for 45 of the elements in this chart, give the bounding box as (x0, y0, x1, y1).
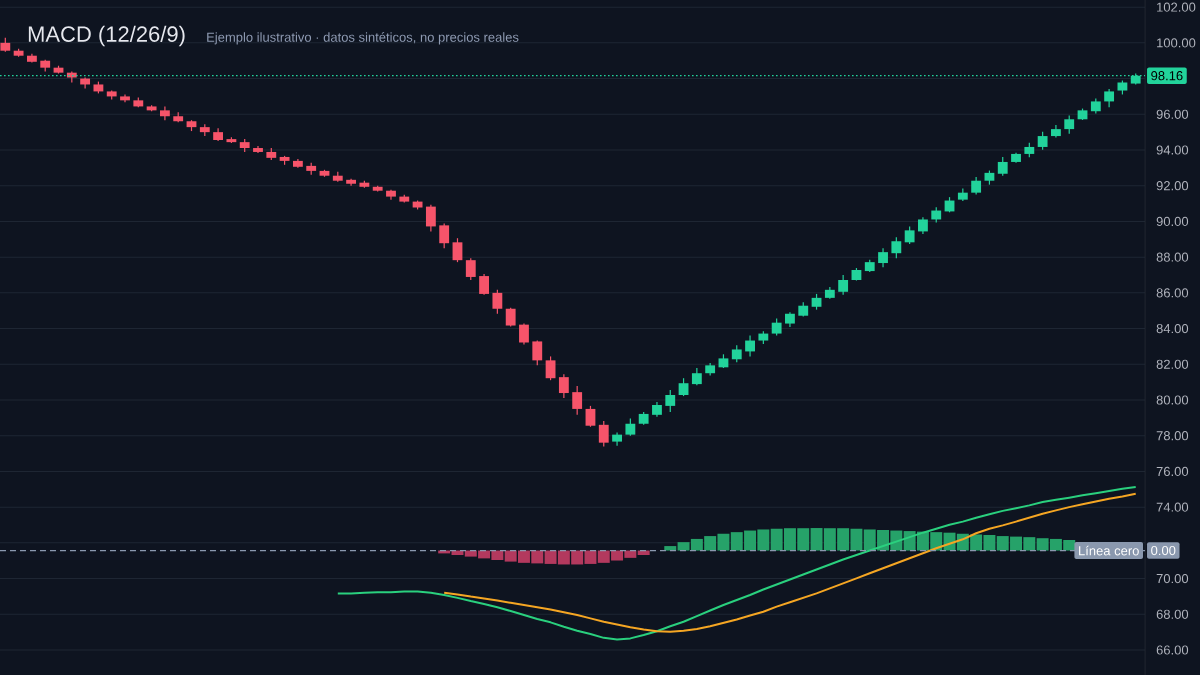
y-tick-label: 84.00 (1156, 323, 1189, 334)
y-tick-label: 94.00 (1156, 145, 1189, 155)
y-tick-label: 74.00 (1156, 502, 1189, 512)
candlestick (439, 222, 450, 249)
annotation: Línea cero (1079, 545, 1139, 556)
candlestick (159, 105, 170, 121)
candlestick (532, 339, 543, 366)
text: Ejemplo ilustrativo · datos sintéticos, no precios reales (207, 32, 519, 45)
candlestick (505, 307, 516, 328)
y-tick-label: 102.00 (1157, 2, 1196, 12)
y-tick-label: 66.00 (1156, 645, 1189, 655)
y-tick-label: 82.00 (1156, 359, 1189, 369)
candlestick (425, 204, 436, 233)
candlestick (452, 237, 463, 263)
y-tick-label: 100.00 (1157, 38, 1196, 48)
candlestick (745, 334, 755, 358)
candlestick (878, 247, 888, 268)
candlestick (519, 322, 529, 346)
candlestick (1064, 114, 1075, 135)
candlestick (479, 273, 489, 296)
candlestick (838, 274, 849, 296)
ref-line-label: 98.16 (1151, 71, 1183, 81)
annotation: 0.00 (1151, 545, 1176, 556)
candlestick (558, 373, 569, 399)
candlestick (891, 236, 902, 259)
candlestick (492, 289, 503, 315)
y-tick-label: 88.00 (1156, 252, 1189, 262)
y-tick-label: 90.00 (1156, 216, 1189, 227)
y-tick-label: 68.00 (1156, 609, 1189, 619)
y-tick-label: 92.00 (1156, 181, 1189, 191)
y-tick-label: 70.00 (1156, 573, 1189, 584)
y-tick-label: 80.00 (1156, 395, 1189, 405)
candlestick (585, 405, 596, 428)
candlestick (665, 389, 676, 413)
candlestick (465, 257, 476, 281)
candlestick (545, 355, 556, 381)
candlestick (598, 420, 609, 448)
candlestick (1104, 88, 1115, 108)
y-tick-label: 78.00 (1156, 431, 1189, 441)
y-tick-label: 96.00 (1156, 109, 1189, 119)
candlestick (997, 156, 1008, 177)
text: MACD (12/26/9) (28, 25, 185, 47)
y-tick-label: 76.00 (1156, 466, 1189, 477)
candlestick (572, 385, 583, 416)
y-tick-label: 86.00 (1156, 288, 1189, 298)
